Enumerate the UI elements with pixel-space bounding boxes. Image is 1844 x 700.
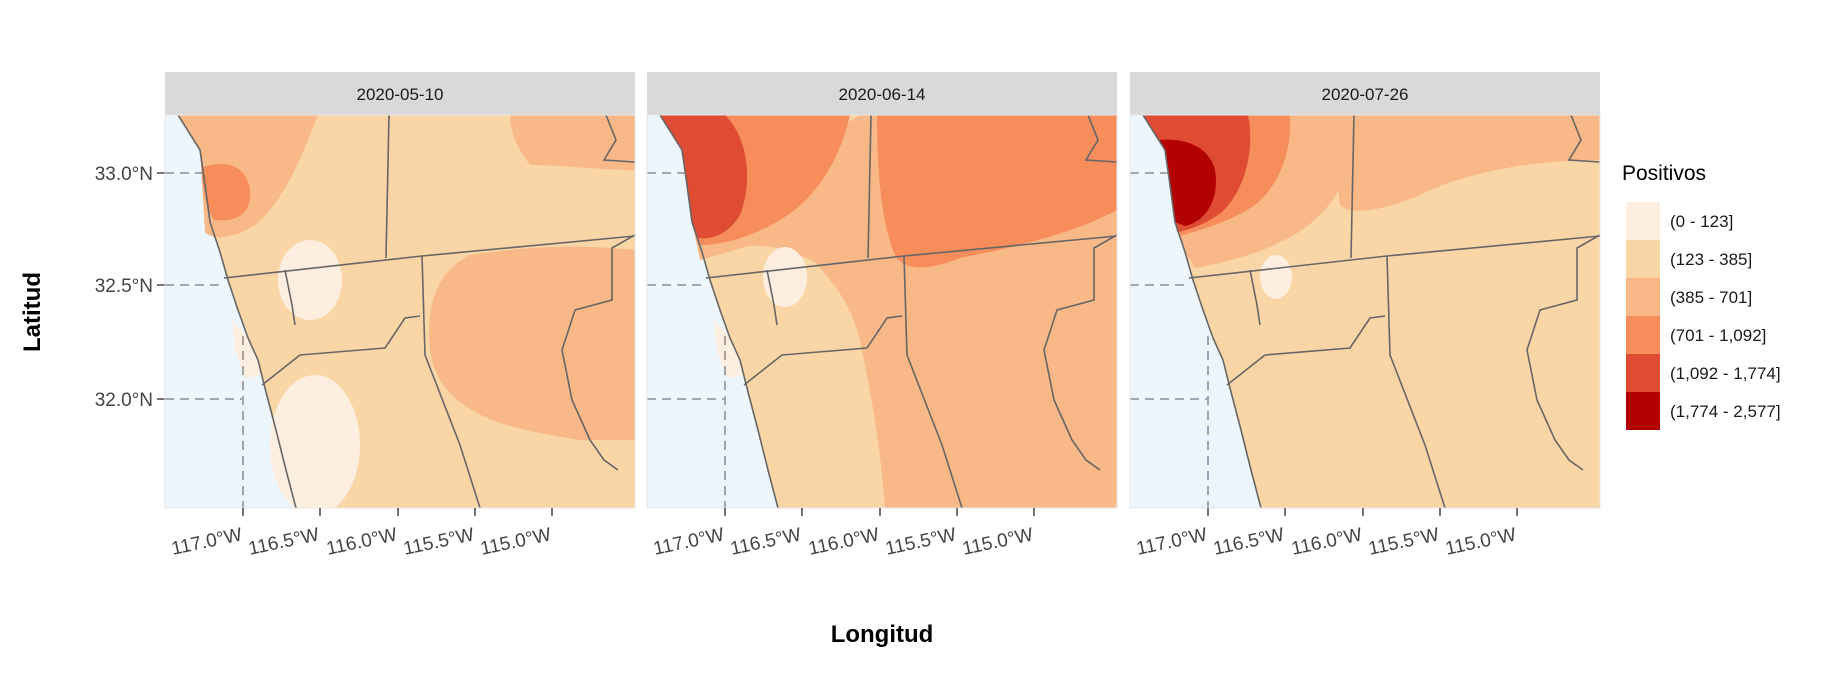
graticule bbox=[1130, 172, 1209, 508]
panel-date: 2020-06-14 bbox=[839, 85, 926, 104]
region-0-123 bbox=[232, 320, 262, 378]
legend-swatch bbox=[1626, 202, 1660, 240]
panel-strip bbox=[647, 72, 1117, 115]
legend-swatch bbox=[1626, 354, 1660, 392]
panel-strip bbox=[165, 72, 635, 115]
lon-tick-label: 116.0°W bbox=[807, 524, 882, 559]
legend: Positivos (0 - 123] (123 - 385] (385 - 701… bbox=[1622, 162, 1781, 430]
lon-tick-label: 117.0°W bbox=[170, 524, 245, 559]
boundaries bbox=[177, 115, 635, 508]
map-panel-3: 2020-07-26 bbox=[1129, 72, 1601, 560]
legend-swatch bbox=[1626, 240, 1660, 278]
lon-tick-label: 115.0°W bbox=[479, 524, 554, 559]
lat-tick-label: 33.0°N bbox=[95, 164, 153, 185]
graticule bbox=[647, 172, 726, 508]
lon-axis: 117.0°W 116.5°W 116.0°W 115.5°W 115.0°W bbox=[1135, 508, 1519, 560]
legend-label: (1,774 - 2,577] bbox=[1670, 402, 1781, 421]
region-0-123 bbox=[714, 320, 744, 378]
legend-swatch bbox=[1626, 392, 1660, 430]
region-1092-1774 bbox=[660, 115, 748, 239]
map-panel-1: 2020-05-10 bbox=[164, 72, 636, 560]
lon-tick-label: 115.0°W bbox=[961, 524, 1036, 559]
graticule bbox=[165, 172, 244, 508]
lon-tick-label: 117.0°W bbox=[652, 524, 727, 559]
panel-frame bbox=[646, 114, 1118, 509]
panel-frame bbox=[164, 114, 636, 509]
region-701-1092 bbox=[202, 163, 251, 221]
lon-tick-label: 116.0°W bbox=[1290, 524, 1365, 559]
panel-date: 2020-07-26 bbox=[1322, 85, 1409, 104]
lon-tick-label: 115.0°W bbox=[1444, 524, 1519, 559]
region-385-701 bbox=[1336, 115, 1600, 211]
legend-label: (385 - 701] bbox=[1670, 288, 1752, 307]
lon-tick-label: 115.5°W bbox=[884, 524, 959, 559]
y-axis-title: Latitud bbox=[19, 272, 46, 352]
lon-tick-label: 117.0°W bbox=[1135, 524, 1210, 559]
lat-axis: 33.0°N 32.5°N 32.0°N bbox=[95, 164, 165, 411]
boundaries bbox=[1142, 115, 1600, 508]
panel-date: 2020-05-10 bbox=[357, 85, 444, 104]
lat-tick-label: 32.0°N bbox=[95, 390, 153, 411]
panel-strip bbox=[1130, 72, 1600, 115]
boundaries bbox=[659, 115, 1117, 508]
region-385-701 bbox=[429, 246, 635, 440]
lat-tick-label: 32.5°N bbox=[95, 276, 153, 297]
lon-tick-label: 116.0°W bbox=[325, 524, 400, 559]
lon-tick-label: 116.5°W bbox=[1212, 524, 1287, 559]
legend-title: Positivos bbox=[1622, 162, 1706, 185]
legend-swatch bbox=[1626, 278, 1660, 316]
panel-frame bbox=[1129, 114, 1601, 509]
region-0-123 bbox=[278, 240, 342, 320]
lon-tick-label: 115.5°W bbox=[1367, 524, 1442, 559]
region-385-701 bbox=[510, 115, 635, 170]
map-panel-2: 2020-06-14 bbox=[646, 72, 1118, 560]
region-1774-2577 bbox=[1158, 139, 1216, 226]
legend-label: (123 - 385] bbox=[1670, 250, 1752, 269]
lon-tick-label: 116.5°W bbox=[729, 524, 804, 559]
lon-tick-label: 116.5°W bbox=[247, 524, 322, 559]
x-axis-title: Longitud bbox=[831, 621, 934, 648]
region-0-123 bbox=[270, 375, 360, 508]
region-701-1092 bbox=[877, 115, 1117, 268]
lon-axis: 117.0°W 116.5°W 116.0°W 115.5°W 115.0°W bbox=[652, 508, 1036, 560]
legend-swatch bbox=[1626, 316, 1660, 354]
lon-tick-label: 115.5°W bbox=[402, 524, 477, 559]
legend-items: (0 - 123] (123 - 385] (385 - 701] (701 - 1,… bbox=[1626, 202, 1781, 430]
lon-axis: 117.0°W 116.5°W 116.0°W 115.5°W 115.0°W bbox=[170, 508, 554, 560]
region-0-123 bbox=[1260, 255, 1292, 299]
legend-label: (701 - 1,092] bbox=[1670, 326, 1766, 345]
legend-label: (0 - 123] bbox=[1670, 212, 1733, 231]
legend-label: (1,092 - 1,774] bbox=[1670, 364, 1781, 383]
region-0-123 bbox=[763, 247, 807, 307]
